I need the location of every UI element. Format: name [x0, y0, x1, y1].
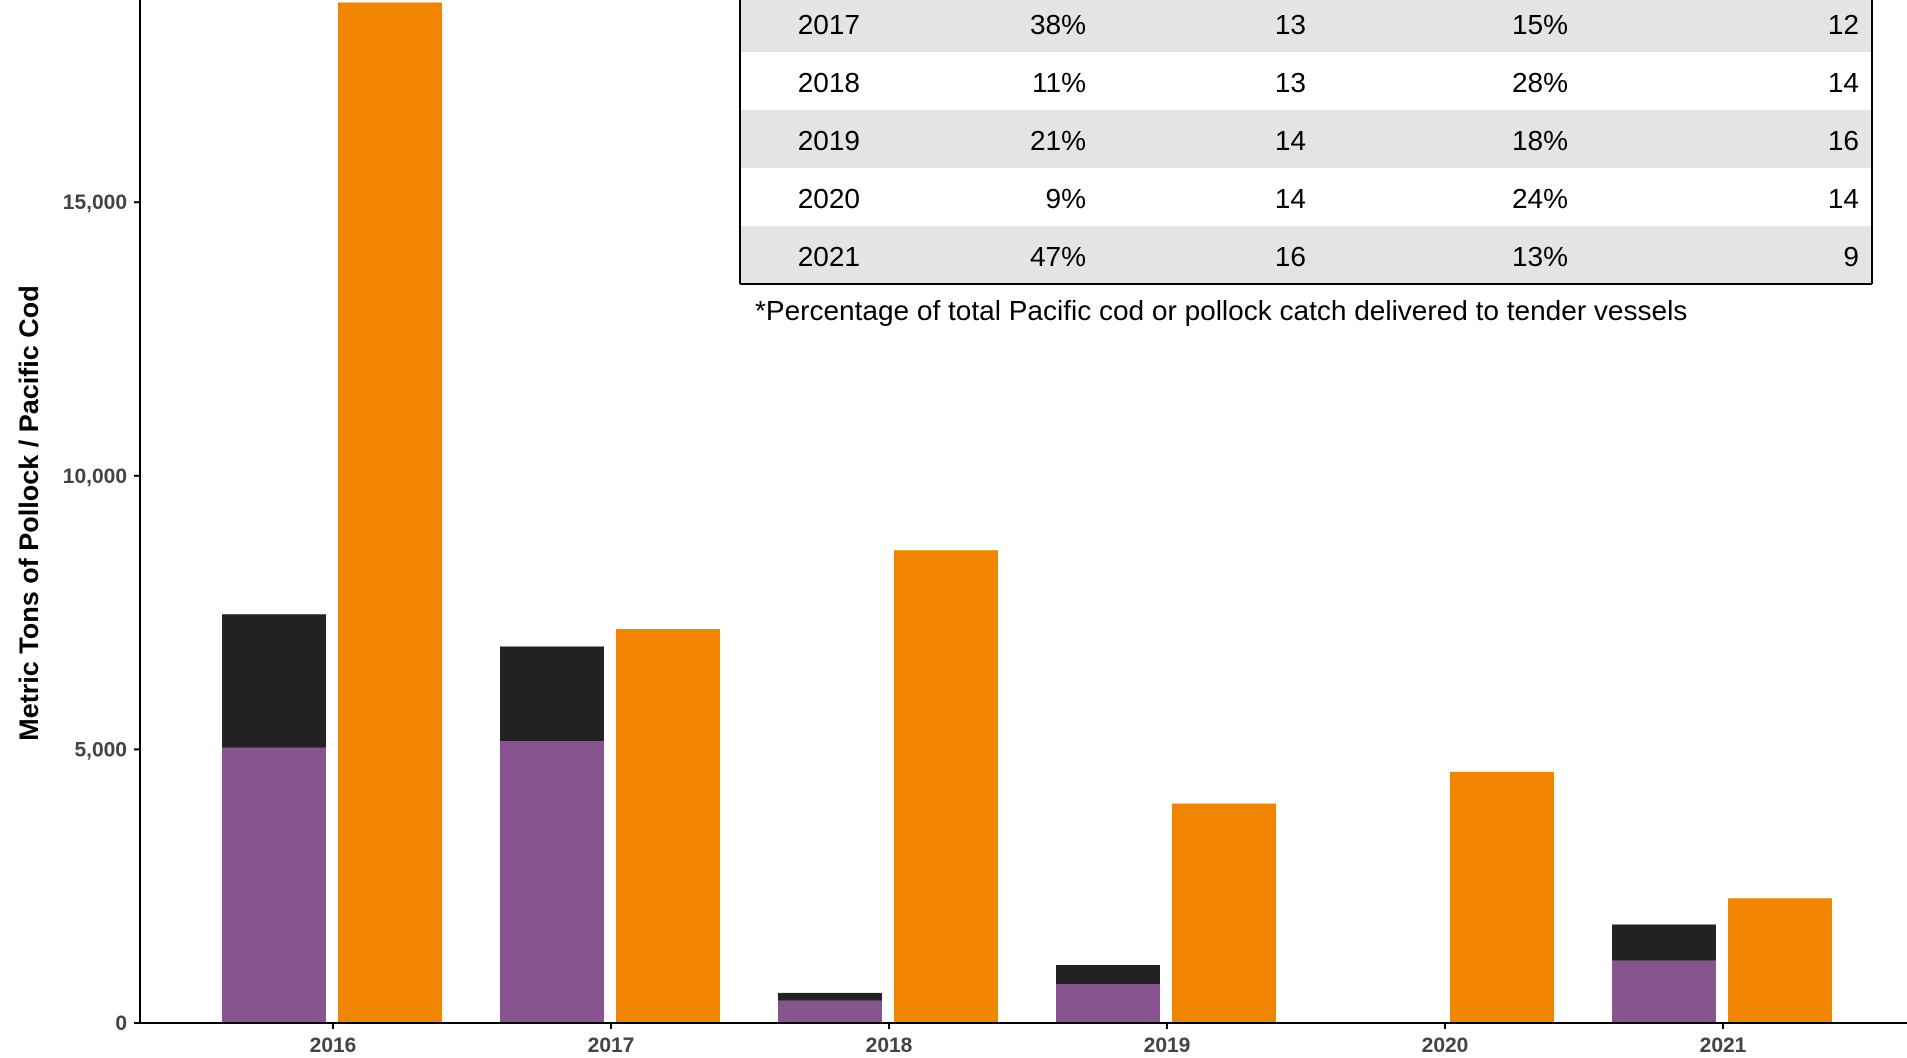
bar-2017-series-1	[500, 646, 604, 742]
bar-2018-series-2	[894, 550, 998, 1023]
table-cell: 14	[1275, 183, 1306, 214]
table-row	[740, 52, 1872, 110]
bar-2019-series-1	[1056, 964, 1160, 985]
bar-2018-series-0	[778, 1000, 882, 1023]
y-tick-label: 10,000	[63, 465, 127, 488]
stats-table: 2017 38% 13 15% 12 2018 11% 13 28% 14 2019 21% 14 18%…	[739, 0, 1873, 285]
bar-2016-series-0	[222, 747, 326, 1023]
bar-2020-series-2	[1450, 771, 1554, 1023]
y-tick-label: 15,000	[63, 191, 127, 214]
table-cell: 2018	[798, 67, 860, 98]
table-cell: 13%	[1512, 241, 1568, 272]
table-cell: 18%	[1512, 125, 1568, 156]
table-cell: 14	[1828, 67, 1859, 98]
table-cell: 16	[1828, 125, 1859, 156]
bar-2021-series-2	[1728, 898, 1832, 1023]
table-cell: 38%	[1030, 9, 1086, 40]
table-cell: 14	[1275, 125, 1306, 156]
y-tick-label: 0	[115, 1012, 127, 1035]
table-cell: 28%	[1512, 67, 1568, 98]
bar-2021-series-0	[1612, 960, 1716, 1023]
table-row	[740, 110, 1872, 168]
table-cell: 2021	[798, 241, 860, 272]
ticks-layer: 0 5,000 10,000 15,000 2016 2017 2018 2019 2020 20…	[63, 191, 1747, 1057]
x-tick-label: 2018	[866, 1034, 913, 1057]
table-cell: 47%	[1030, 241, 1086, 272]
table-cell: 13	[1275, 67, 1306, 98]
table-cell: 12	[1828, 9, 1859, 40]
bar-2016-series-2	[338, 2, 442, 1024]
table-cell: 9	[1843, 241, 1859, 272]
table-cell: 16	[1275, 241, 1306, 272]
x-tick-label: 2016	[310, 1034, 357, 1057]
bar-2017-series-0	[500, 741, 604, 1023]
bar-2019-series-0	[1056, 984, 1160, 1023]
bar-2017-series-2	[616, 629, 720, 1023]
table-cell: 11%	[1032, 67, 1086, 98]
table-footnote: *Percentage of total Pacific cod or poll…	[755, 295, 1687, 326]
table-cell: 9%	[1046, 183, 1086, 214]
table-cell: 2017	[798, 9, 860, 40]
x-tick-label: 2021	[1700, 1034, 1747, 1057]
x-tick-label: 2019	[1144, 1034, 1191, 1057]
table-cell: 21%	[1030, 125, 1086, 156]
bar-2016-series-1	[222, 614, 326, 748]
table-row	[740, 168, 1872, 226]
x-tick-label: 2017	[588, 1034, 635, 1057]
table-cell: 15%	[1512, 9, 1568, 40]
bar-2021-series-1	[1612, 924, 1716, 961]
y-tick-label: 5,000	[74, 738, 127, 761]
bar-2019-series-2	[1172, 803, 1276, 1023]
bars-layer	[222, 2, 1832, 1024]
table-cell: 14	[1828, 183, 1859, 214]
axes-layer	[139, 0, 1907, 1024]
y-axis-title: Metric Tons of Pollock / Pacific Cod	[14, 285, 44, 741]
table-cell: 24%	[1512, 183, 1568, 214]
x-tick-label: 2020	[1422, 1034, 1469, 1057]
table-row	[740, 0, 1872, 52]
table-cell: 2020	[798, 183, 860, 214]
bar-2018-series-1	[778, 992, 882, 1001]
table-row	[740, 226, 1872, 284]
table-cell: 13	[1275, 9, 1306, 40]
table-cell: 2019	[798, 125, 860, 156]
